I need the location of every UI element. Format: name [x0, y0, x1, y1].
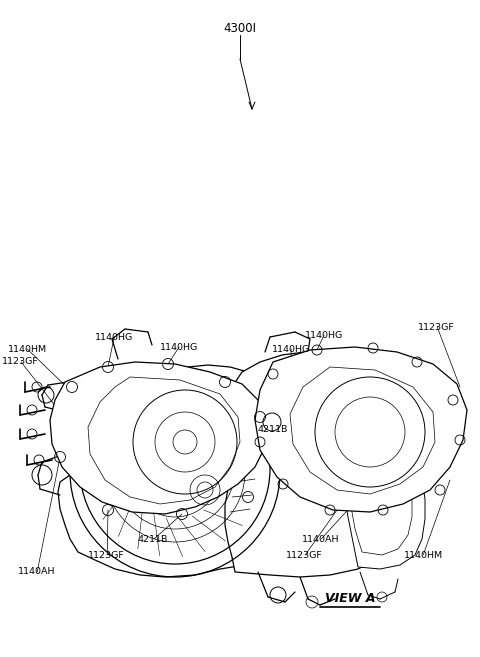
Text: 1123GF: 1123GF — [88, 551, 125, 560]
Text: 1123GF: 1123GF — [286, 551, 323, 560]
Polygon shape — [50, 362, 268, 514]
Text: 1140HG: 1140HG — [305, 330, 343, 340]
Text: 1140HM: 1140HM — [404, 551, 443, 560]
Text: 1123GF: 1123GF — [2, 357, 39, 367]
Text: 1123GF: 1123GF — [418, 323, 455, 332]
Text: 1140HG: 1140HG — [95, 332, 133, 342]
Text: 1140AH: 1140AH — [18, 568, 56, 576]
Text: 1140AH: 1140AH — [302, 535, 339, 543]
Text: 4211B: 4211B — [138, 535, 168, 543]
Text: 1140HG: 1140HG — [272, 344, 310, 353]
Text: VIEW A: VIEW A — [325, 593, 375, 606]
Text: 4211B: 4211B — [258, 424, 288, 434]
Polygon shape — [255, 347, 467, 512]
Text: 4300I: 4300I — [224, 22, 256, 35]
Polygon shape — [225, 352, 402, 577]
Polygon shape — [345, 435, 425, 569]
Text: 1140HM: 1140HM — [8, 344, 47, 353]
Polygon shape — [58, 365, 272, 577]
Polygon shape — [290, 367, 435, 494]
Text: 1140HG: 1140HG — [160, 342, 198, 351]
